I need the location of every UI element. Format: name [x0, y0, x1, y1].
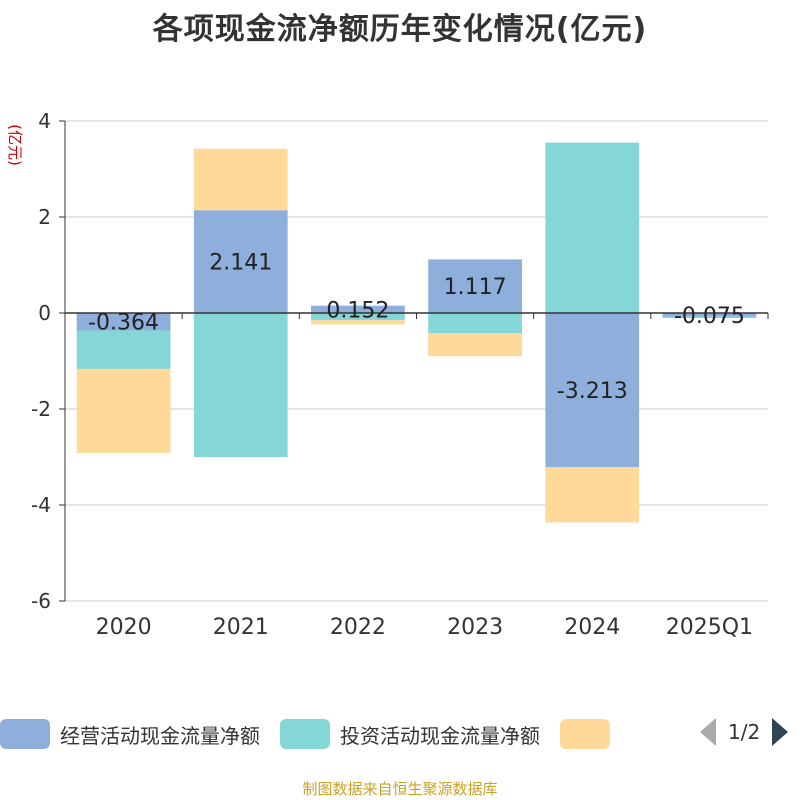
data-label: -3.213: [557, 379, 628, 404]
legend-item-operating[interactable]: 经营活动现金流量净额: [0, 719, 260, 749]
bar-segment-2020-s0[interactable]: [76, 313, 171, 331]
pager-next-icon[interactable]: [772, 718, 789, 746]
bar-segment-2023-s1[interactable]: [428, 313, 522, 334]
bar-segment-2020-s1[interactable]: [76, 330, 171, 369]
pager-text: 1/2: [728, 720, 761, 744]
chart-title: 各项现金流净额历年变化情况(亿元): [152, 12, 648, 47]
bars-layer: [76, 142, 757, 523]
legend-swatch-investing: [280, 719, 330, 749]
bar-segment-2023-s2[interactable]: [428, 333, 522, 357]
y-axis-unit-label: (亿元): [6, 124, 24, 166]
data-label: -0.364: [88, 311, 159, 336]
x-tick-label: 2024: [564, 615, 620, 640]
source-note: 制图数据来自恒生聚源数据库: [302, 780, 498, 798]
bar-segment-2025Q1-s1[interactable]: [662, 316, 757, 319]
y-tick-label: 0: [38, 301, 51, 325]
axis-layer: -6 -4 -2 0 2 4 2020 2021 2022 2023 2024 2025Q1 (亿元): [6, 109, 769, 640]
data-label: -0.075: [674, 304, 745, 329]
legend-label-investing: 投资活动现金流量净额: [340, 723, 540, 748]
y-tick-label: 2: [38, 205, 51, 229]
bar-segment-2023-s0[interactable]: [428, 259, 522, 313]
bar-segment-2020-s2[interactable]: [76, 368, 171, 453]
x-tick-label: 2022: [330, 615, 386, 640]
x-tick-label: 2021: [213, 615, 269, 640]
y-tick-label: -2: [31, 397, 51, 421]
bar-segment-2025Q1-s0[interactable]: [662, 313, 757, 317]
bar-segment-2022-s0[interactable]: [311, 305, 405, 313]
bar-segment-2024-s2[interactable]: [545, 467, 640, 523]
labels-layer: -0.364 2.141 0.152 1.117 -3.213 -0.075: [88, 251, 745, 404]
legend-swatch-operating: [0, 719, 50, 749]
bar-segment-2022-s1[interactable]: [311, 313, 405, 321]
bar-segment-2024-s1[interactable]: [545, 142, 640, 313]
legend-label-operating: 经营活动现金流量净额: [60, 723, 260, 748]
legend: 经营活动现金流量净额 投资活动现金流量净额: [0, 716, 610, 752]
legend-item-financing[interactable]: [560, 719, 610, 749]
bar-segment-2022-s2[interactable]: [311, 320, 405, 325]
bar-segment-2021-s0[interactable]: [193, 210, 288, 313]
x-tick-label: 2023: [447, 615, 503, 640]
bar-segment-2024-s0[interactable]: [545, 313, 640, 468]
data-label: 0.152: [326, 298, 389, 323]
legend-pager: 1/2: [700, 718, 789, 746]
x-tick-label: 2025Q1: [666, 615, 753, 640]
y-tick-label: 4: [38, 109, 51, 133]
grid-layer: [65, 120, 768, 602]
legend-swatch-financing: [560, 719, 610, 749]
pager-prev-icon[interactable]: [700, 718, 716, 746]
x-tick-label: 2020: [96, 615, 152, 640]
legend-item-investing[interactable]: 投资活动现金流量净额: [280, 719, 540, 749]
data-label: 1.117: [444, 275, 507, 300]
y-tick-label: -6: [31, 589, 51, 613]
bar-segment-2021-s2[interactable]: [193, 148, 288, 211]
y-tick-label: -4: [31, 493, 51, 517]
data-label: 2.141: [209, 251, 272, 276]
bar-segment-2021-s1[interactable]: [193, 313, 288, 457]
